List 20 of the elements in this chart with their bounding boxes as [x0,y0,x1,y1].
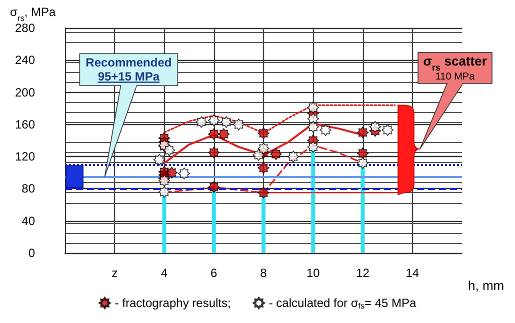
y-tick-label: 40 [22,214,36,228]
x-axis-title: h, mm [468,278,504,293]
y-axis-title: σ$_{rs}$, MPa [10,5,56,23]
y-tick-label: 240 [14,53,36,68]
x-tick-label: 10 [306,266,320,280]
x-tick-label: z [112,266,118,280]
y-tick-label: 120 [14,150,36,164]
x-tick-label: 14 [406,266,420,280]
x-tick-label: 6 [210,266,218,280]
annotation: Recommended 95+15 MPa [86,56,172,84]
y-tick-label: 280 [14,21,36,35]
x-tick-label: 8 [260,266,268,280]
x-tick-label: 12 [356,266,370,280]
annotation: σ$_{rs}$ scatter 110 MPa [423,53,487,82]
y-tick-label: 80 [22,182,36,196]
legend-label: - fractography results; [114,296,231,310]
y-tick-label: 0 [28,246,36,260]
y-tick-label: 160 [14,117,36,132]
y-tick-label: 200 [14,85,36,100]
x-tick-label: 4 [160,266,168,280]
